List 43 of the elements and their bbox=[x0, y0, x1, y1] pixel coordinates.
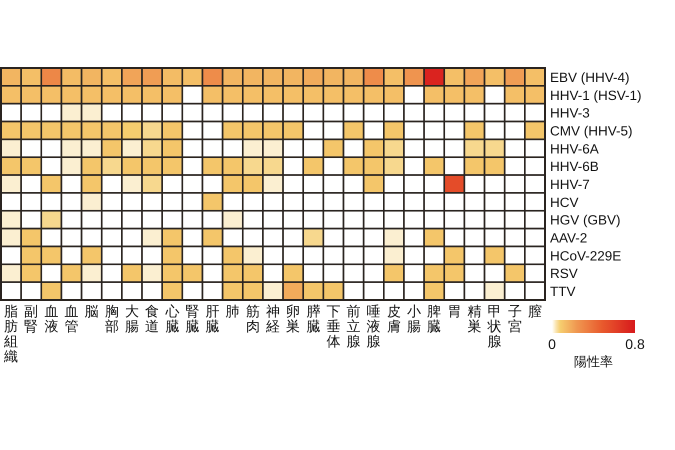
x-tick-label: 胸部 bbox=[104, 304, 119, 335]
x-tick-label: 心臓 bbox=[164, 304, 180, 335]
y-tick-label: RSV bbox=[550, 266, 578, 282]
x-tick-label: 唾液腺 bbox=[366, 304, 381, 350]
x-tick-label: 下垂体 bbox=[326, 304, 340, 350]
x-tick-label: 膣 bbox=[528, 304, 542, 320]
x-tick-label: 膵臓 bbox=[306, 304, 320, 335]
color-bar-label: 0 bbox=[548, 336, 556, 352]
y-tick-label: HHV-1 (HSV-1) bbox=[550, 88, 642, 103]
x-tick-label: 筋肉 bbox=[246, 304, 260, 335]
x-tick-label: 子宮 bbox=[508, 304, 522, 335]
x-tick-label: 小腸 bbox=[407, 304, 422, 335]
color-bar-label: 0.8 bbox=[625, 336, 645, 352]
y-tick-label: HHV-6A bbox=[550, 141, 599, 156]
x-tick-label: 甲状腺 bbox=[486, 304, 502, 350]
y-tick-label: HCoV-229E bbox=[550, 248, 622, 264]
y-tick-label: TTV bbox=[550, 284, 576, 300]
x-tick-label: 食道 bbox=[145, 304, 160, 335]
x-tick-label: 脳 bbox=[84, 304, 99, 320]
x-tick-label: 肺 bbox=[226, 304, 240, 320]
x-tick-label: 精巣 bbox=[467, 304, 482, 335]
x-tick-label: 卵巣 bbox=[286, 304, 300, 335]
x-tick-label: 腎臓 bbox=[185, 304, 200, 335]
x-tick-label: 血液 bbox=[44, 304, 58, 335]
y-tick-label: HGV (GBV) bbox=[550, 212, 621, 228]
y-tick-label: HHV-3 bbox=[550, 106, 590, 121]
y-tick-label: HHV-6B bbox=[550, 159, 599, 174]
x-tick-label: 肝臓 bbox=[206, 304, 220, 335]
x-tick-label: 副腎 bbox=[24, 304, 38, 335]
y-tick-label: HHV-7 bbox=[550, 177, 590, 192]
x-tick-label: 前立腺 bbox=[346, 304, 361, 350]
x-tick-label: 脾臓 bbox=[427, 304, 442, 335]
x-tick-label: 皮膚 bbox=[386, 304, 401, 335]
x-tick-label: 神経 bbox=[265, 304, 280, 335]
x-tick-label: 血管 bbox=[64, 304, 79, 335]
y-tick-label: EBV (HHV-4) bbox=[550, 70, 630, 85]
x-tick-label: 脂肪組織 bbox=[3, 304, 18, 365]
y-tick-label: AAV-2 bbox=[550, 230, 588, 246]
x-tick-label: 大腸 bbox=[124, 304, 139, 335]
x-tick-label: 胃 bbox=[447, 304, 462, 320]
y-tick-label: HCV bbox=[550, 194, 579, 210]
y-tick-label: CMV (HHV-5) bbox=[550, 123, 633, 138]
color-bar-title: 陽性率 bbox=[574, 354, 613, 370]
